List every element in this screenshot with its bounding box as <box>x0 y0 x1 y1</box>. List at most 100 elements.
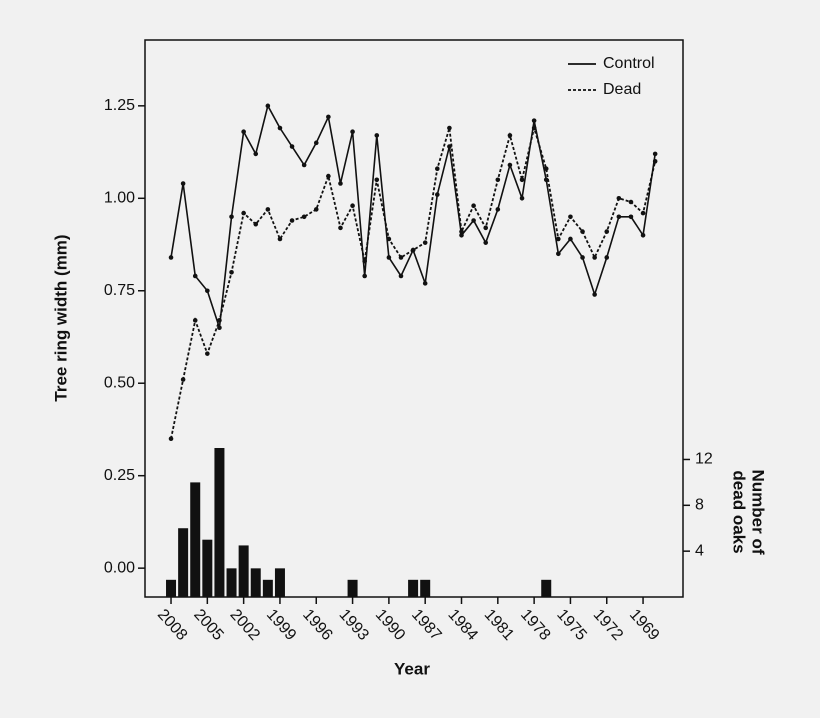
point <box>398 273 404 279</box>
point <box>543 177 549 183</box>
point <box>483 225 489 231</box>
point <box>362 258 367 264</box>
point <box>652 159 658 164</box>
point <box>301 162 307 168</box>
point <box>422 281 428 286</box>
point <box>229 214 234 220</box>
point <box>483 240 489 245</box>
point <box>592 292 597 297</box>
point <box>556 236 561 242</box>
point <box>350 203 355 208</box>
y-tick-label: 0.25 <box>104 467 135 484</box>
point <box>434 192 440 197</box>
point <box>350 129 355 135</box>
point <box>241 210 246 216</box>
point <box>459 229 464 234</box>
plot-frame <box>144 39 684 598</box>
x-tick-label: 1972 <box>590 606 627 644</box>
bar <box>202 539 213 597</box>
point <box>434 166 440 172</box>
bar <box>178 528 189 597</box>
x-tick-label: 1996 <box>299 606 336 644</box>
point <box>168 436 174 442</box>
point <box>604 255 610 260</box>
y2-tick-label: 4 <box>695 542 704 559</box>
x-tick-label: 1984 <box>444 606 481 644</box>
point <box>168 255 174 260</box>
point <box>289 218 295 223</box>
point <box>580 255 585 260</box>
point <box>531 125 537 131</box>
point <box>362 273 367 279</box>
x-tick-label: 2002 <box>227 606 264 644</box>
point <box>180 377 186 382</box>
point <box>253 221 259 227</box>
point <box>519 195 525 201</box>
bar <box>408 579 419 597</box>
y-tick-label: 1.25 <box>104 97 135 114</box>
point <box>326 114 331 120</box>
x-tick-label: 1969 <box>626 606 663 644</box>
point <box>338 225 343 231</box>
point <box>447 125 452 131</box>
y-tick-label: 0.75 <box>104 282 135 299</box>
point <box>568 236 573 242</box>
point <box>507 162 513 168</box>
line <box>170 103 656 328</box>
point <box>301 214 307 220</box>
bar <box>250 568 261 597</box>
x-tick-label: 2008 <box>154 606 191 644</box>
point <box>253 151 259 157</box>
bar <box>541 579 552 597</box>
point <box>652 151 658 157</box>
y-tick-label: 0.50 <box>104 374 135 391</box>
x-tick-label: 1981 <box>481 606 518 644</box>
point <box>580 229 585 234</box>
point <box>459 232 464 238</box>
point <box>495 207 501 212</box>
x-tick-label: 1999 <box>263 606 300 644</box>
point <box>180 181 186 186</box>
line <box>170 124 657 439</box>
point <box>265 207 271 212</box>
point <box>556 251 561 257</box>
bar <box>274 568 285 597</box>
x-tick-label: 1978 <box>517 606 554 644</box>
bar <box>238 545 249 597</box>
point <box>398 255 404 260</box>
point <box>471 203 476 208</box>
point <box>386 255 392 260</box>
y2-axis-label: dead oaks <box>730 470 749 553</box>
point <box>289 144 295 149</box>
point <box>628 214 634 220</box>
x-tick-label: 1987 <box>408 606 445 644</box>
legend-label: Control <box>603 55 655 72</box>
point <box>277 236 283 242</box>
point <box>338 181 343 186</box>
y2-tick-label: 12 <box>695 451 713 468</box>
point <box>519 177 525 183</box>
point <box>205 288 210 294</box>
legend-label: Dead <box>603 81 641 98</box>
bar <box>262 579 273 597</box>
bar <box>166 579 177 597</box>
y-tick-label: 0.00 <box>104 559 135 576</box>
bar <box>226 568 237 597</box>
point <box>604 229 610 234</box>
y-axis-label: Tree ring width (mm) <box>51 234 70 401</box>
point <box>616 195 622 201</box>
x-axis-label: Year <box>394 659 430 678</box>
x-tick-label: 1990 <box>372 606 409 644</box>
x-tick-label: 2005 <box>190 606 227 644</box>
point <box>313 140 319 146</box>
point <box>640 210 646 216</box>
point <box>374 177 380 183</box>
point <box>265 103 271 109</box>
point <box>531 118 537 123</box>
y-tick-label: 1.00 <box>104 190 135 207</box>
bar <box>190 482 201 597</box>
point <box>326 173 331 179</box>
point <box>205 351 210 356</box>
point <box>628 199 634 205</box>
